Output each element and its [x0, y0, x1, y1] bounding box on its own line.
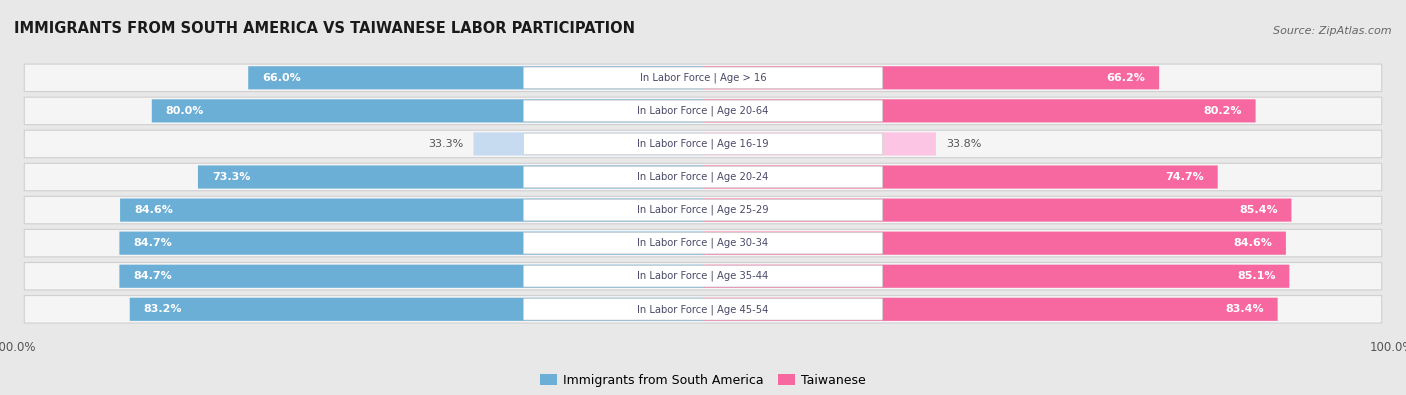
Text: 84.6%: 84.6% [134, 205, 173, 215]
FancyBboxPatch shape [24, 130, 1382, 158]
FancyBboxPatch shape [703, 66, 1159, 89]
Text: 83.4%: 83.4% [1225, 304, 1264, 314]
FancyBboxPatch shape [474, 132, 703, 156]
Text: 85.4%: 85.4% [1239, 205, 1278, 215]
FancyBboxPatch shape [703, 99, 1256, 122]
Text: 73.3%: 73.3% [212, 172, 250, 182]
Text: 74.7%: 74.7% [1166, 172, 1204, 182]
Text: In Labor Force | Age 25-29: In Labor Force | Age 25-29 [637, 205, 769, 215]
FancyBboxPatch shape [24, 295, 1382, 323]
FancyBboxPatch shape [24, 229, 1382, 257]
Text: 33.8%: 33.8% [946, 139, 981, 149]
FancyBboxPatch shape [24, 64, 1382, 92]
Text: In Labor Force | Age 20-64: In Labor Force | Age 20-64 [637, 105, 769, 116]
FancyBboxPatch shape [198, 166, 703, 188]
Text: 84.7%: 84.7% [134, 238, 172, 248]
Text: 84.7%: 84.7% [134, 271, 172, 281]
FancyBboxPatch shape [523, 100, 883, 122]
FancyBboxPatch shape [523, 199, 883, 221]
FancyBboxPatch shape [24, 163, 1382, 191]
Text: 33.3%: 33.3% [427, 139, 463, 149]
Text: 66.0%: 66.0% [262, 73, 301, 83]
Legend: Immigrants from South America, Taiwanese: Immigrants from South America, Taiwanese [536, 369, 870, 392]
FancyBboxPatch shape [249, 66, 703, 89]
FancyBboxPatch shape [523, 265, 883, 287]
FancyBboxPatch shape [120, 231, 703, 255]
FancyBboxPatch shape [523, 299, 883, 320]
FancyBboxPatch shape [703, 132, 936, 156]
FancyBboxPatch shape [523, 166, 883, 188]
FancyBboxPatch shape [152, 99, 703, 122]
Text: In Labor Force | Age 30-34: In Labor Force | Age 30-34 [637, 238, 769, 248]
Text: 80.2%: 80.2% [1204, 106, 1241, 116]
Text: Source: ZipAtlas.com: Source: ZipAtlas.com [1274, 26, 1392, 36]
Text: In Labor Force | Age 45-54: In Labor Force | Age 45-54 [637, 304, 769, 314]
Text: In Labor Force | Age > 16: In Labor Force | Age > 16 [640, 73, 766, 83]
Text: 84.6%: 84.6% [1233, 238, 1272, 248]
FancyBboxPatch shape [24, 97, 1382, 124]
FancyBboxPatch shape [120, 265, 703, 288]
Text: 80.0%: 80.0% [166, 106, 204, 116]
FancyBboxPatch shape [129, 298, 703, 321]
FancyBboxPatch shape [120, 199, 703, 222]
FancyBboxPatch shape [703, 231, 1286, 255]
Text: 83.2%: 83.2% [143, 304, 183, 314]
FancyBboxPatch shape [703, 265, 1289, 288]
FancyBboxPatch shape [523, 232, 883, 254]
Text: In Labor Force | Age 20-24: In Labor Force | Age 20-24 [637, 172, 769, 182]
FancyBboxPatch shape [523, 133, 883, 155]
Text: 85.1%: 85.1% [1237, 271, 1275, 281]
FancyBboxPatch shape [703, 166, 1218, 188]
FancyBboxPatch shape [24, 196, 1382, 224]
FancyBboxPatch shape [523, 67, 883, 88]
Text: 66.2%: 66.2% [1107, 73, 1146, 83]
Text: IMMIGRANTS FROM SOUTH AMERICA VS TAIWANESE LABOR PARTICIPATION: IMMIGRANTS FROM SOUTH AMERICA VS TAIWANE… [14, 21, 636, 36]
Text: In Labor Force | Age 35-44: In Labor Force | Age 35-44 [637, 271, 769, 282]
FancyBboxPatch shape [703, 298, 1278, 321]
FancyBboxPatch shape [24, 263, 1382, 290]
Text: In Labor Force | Age 16-19: In Labor Force | Age 16-19 [637, 139, 769, 149]
FancyBboxPatch shape [703, 199, 1292, 222]
